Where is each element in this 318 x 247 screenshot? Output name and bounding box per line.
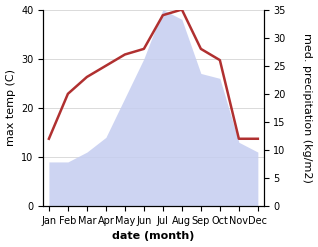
X-axis label: date (month): date (month): [112, 231, 195, 242]
Y-axis label: med. precipitation (kg/m2): med. precipitation (kg/m2): [302, 33, 313, 183]
Y-axis label: max temp (C): max temp (C): [5, 69, 16, 146]
